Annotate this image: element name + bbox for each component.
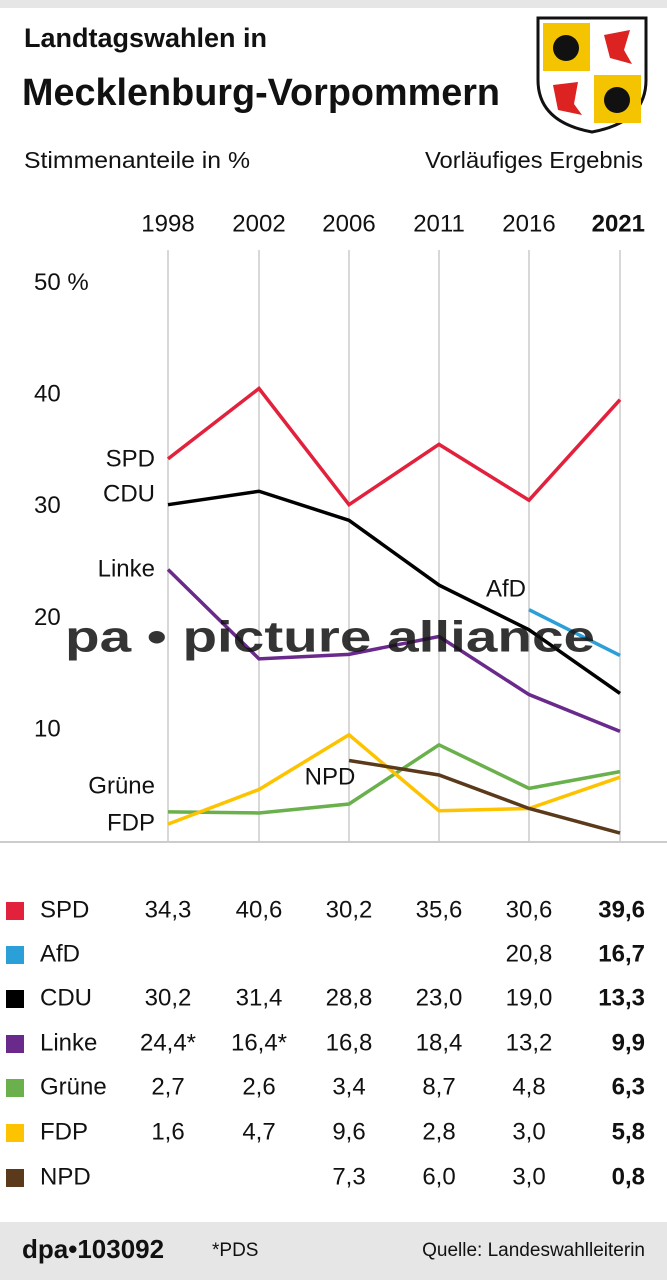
table-value: 19,0 [506,984,553,1011]
coat-of-arms [536,16,648,134]
table-value: 28,8 [326,984,373,1011]
table-value: 18,4 [416,1029,463,1056]
series-line [348,758,621,835]
footnote: *PDS [212,1240,258,1261]
legend-label: AfD [40,940,80,967]
bull-head [604,87,630,113]
watermark: pa • picture alliance [65,613,595,662]
legend-label: Linke [40,1029,97,1056]
table-value: 30,2 [326,896,373,923]
chart-title: Mecklenburg-Vorpommern [22,72,500,114]
table-value: 35,6 [416,896,463,923]
table-value: 5,8 [612,1118,645,1145]
footer-bar [0,1222,667,1280]
series-line [166,568,621,734]
y-tick-label: 40 [34,381,61,408]
note: Vorläufiges Ergebnis [425,147,643,173]
table-value: 24,4* [140,1029,196,1056]
x-tick-label: 2006 [322,210,375,237]
legend-swatch [6,1169,24,1187]
legend-swatch [6,1035,24,1053]
y-tick-label: 30 [34,492,61,519]
legend-swatch [6,1079,24,1097]
legend-label: SPD [40,896,89,923]
table-value: 6,3 [612,1073,645,1100]
kicker: Landtagswahlen in [24,23,267,53]
source: Quelle: Landeswahlleiterin [422,1240,645,1261]
table-value: 2,7 [151,1073,184,1100]
table-value: 23,0 [416,984,463,1011]
legend-label: CDU [40,984,92,1011]
table-value: 13,2 [506,1029,553,1056]
series-line [167,732,621,826]
legend-swatch [6,1124,24,1142]
legend-label: Grüne [40,1073,107,1100]
table-value: 31,4 [236,984,283,1011]
table-value: 30,2 [145,984,192,1011]
line-label: FDP [107,809,155,836]
table-value: 4,8 [512,1073,545,1100]
x-tick-label: 2016 [502,210,555,237]
table-value: 9,6 [332,1118,365,1145]
line-label: Linke [98,555,155,582]
series-line [166,386,622,508]
legend-swatch [6,946,24,964]
table-value: 16,8 [326,1029,373,1056]
table-value: 1,6 [151,1118,184,1145]
x-tick-label: 2011 [413,210,465,237]
table-value: 13,3 [598,984,645,1011]
table-value: 6,0 [422,1163,455,1190]
table-value: 20,8 [506,940,553,967]
table-value: 39,6 [598,896,645,923]
bull-head [553,35,579,61]
line-label: SPD [106,445,155,472]
table-value: 34,3 [145,896,192,923]
series-line [167,489,622,695]
table-value: 8,7 [422,1073,455,1100]
y-tick-label: 50 % [34,269,89,296]
table-value: 3,4 [332,1073,365,1100]
table-value: 2,6 [242,1073,275,1100]
line-label: NPD [305,763,356,790]
table-value: 3,0 [512,1163,545,1190]
table-value: 0,8 [612,1163,645,1190]
legend-label: FDP [40,1118,88,1145]
x-tick-label: 2021 [592,210,645,237]
top-bar [0,0,667,8]
griffin [604,30,632,64]
plot [166,386,622,835]
legend-label: NPD [40,1163,91,1190]
series-line [528,608,621,658]
griffin [553,82,582,115]
grid [167,250,621,842]
table-value: 4,7 [242,1118,275,1145]
table-value: 9,9 [612,1029,645,1056]
series-line [167,742,621,815]
table-value: 3,0 [512,1118,545,1145]
table-value: 30,6 [506,896,553,923]
legend-swatch [6,902,24,920]
table-value: 40,6 [236,896,283,923]
table-value: 16,4* [231,1029,287,1056]
y-tick-label: 20 [34,604,61,631]
y-tick-label: 10 [34,716,61,743]
footer-id: dpa•103092 [22,1234,164,1264]
table-value: 16,7 [598,940,645,967]
x-tick-label: 2002 [232,210,285,237]
y-axis-label: Stimmenanteile in % [24,147,250,173]
table: SPD 34,3 40,6 30,2 35,6 30,6 39,6 AfD 20,8 16,7 CD… [6,896,645,1190]
x-tick-label: 1998 [141,210,194,237]
table-value: 7,3 [332,1163,365,1190]
line-label: Grüne [88,772,155,799]
line-label: CDU [103,480,155,507]
table-value: 2,8 [422,1118,455,1145]
legend-swatch [6,990,24,1008]
line-label: AfD [486,575,526,602]
